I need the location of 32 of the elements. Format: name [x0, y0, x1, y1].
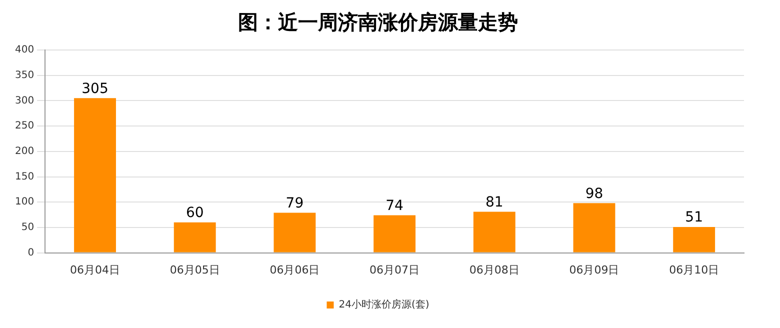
data-label: 79: [286, 195, 304, 212]
x-tick-label: 06月10日: [669, 263, 720, 276]
x-tick-label: 06月08日: [469, 263, 520, 276]
x-tick-label: 06月06日: [270, 263, 320, 276]
bar: [673, 226, 716, 252]
bar: [174, 222, 216, 252]
y-tick-label: 350: [14, 70, 34, 81]
y-tick-label: 150: [14, 171, 34, 182]
y-tick-label: 250: [14, 120, 34, 132]
bar: [573, 203, 616, 252]
y-tick-label: 400: [14, 44, 34, 56]
y-tick-label: 100: [14, 196, 34, 208]
y-tick-label: 300: [14, 95, 34, 106]
data-label: 74: [386, 198, 404, 214]
y-tick-label: 0: [28, 247, 34, 258]
data-label: 60: [186, 205, 204, 222]
bar: [74, 98, 116, 252]
legend-label: 24小时涨价房源(套): [338, 298, 430, 311]
chart-title: 图：近一周济南涨价房源量走势: [238, 10, 518, 34]
x-tick-label: 06月07日: [370, 263, 420, 276]
y-tick-label: 200: [14, 146, 34, 157]
bar: [374, 215, 416, 252]
y-tick-label: 50: [21, 222, 34, 234]
bar: [274, 212, 316, 252]
data-label: 51: [685, 210, 703, 226]
data-label: 305: [82, 80, 108, 97]
data-label: 98: [585, 186, 604, 202]
x-tick-label: 06月09日: [569, 263, 620, 276]
bar: [473, 212, 516, 252]
x-tick-label: 06月04日: [70, 263, 120, 276]
x-tick-label: 06月05日: [170, 263, 220, 276]
data-label: 81: [485, 194, 504, 210]
